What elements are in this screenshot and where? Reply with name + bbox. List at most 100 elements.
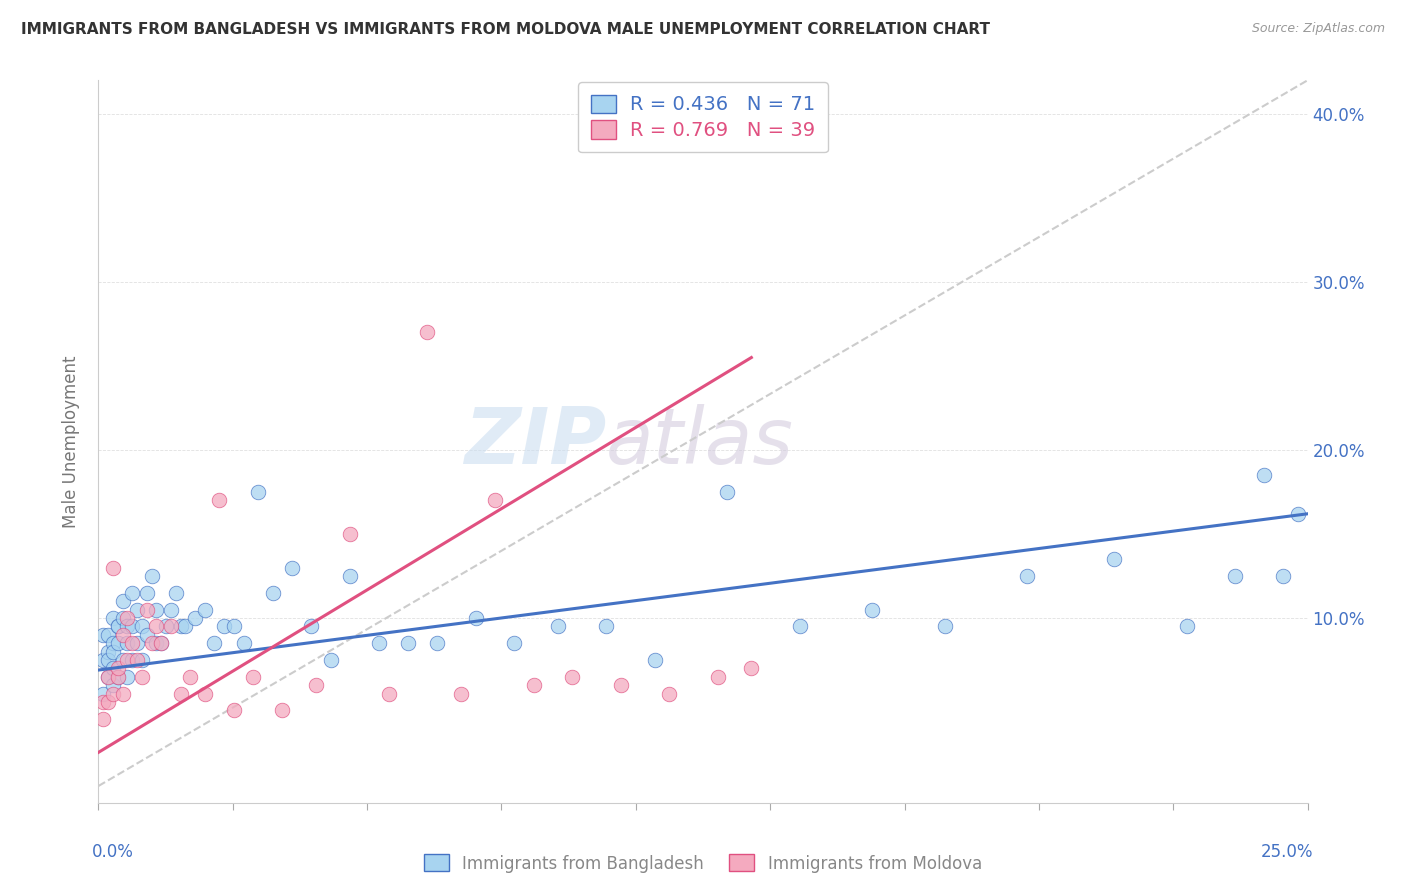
Point xyxy=(101,560,124,574)
Point xyxy=(644,653,666,667)
Point xyxy=(117,611,139,625)
Point xyxy=(107,670,129,684)
Point xyxy=(658,687,681,701)
Point xyxy=(561,670,583,684)
Point xyxy=(111,653,134,667)
Point xyxy=(1175,619,1198,633)
Point xyxy=(222,619,245,633)
Point xyxy=(97,628,120,642)
Point xyxy=(377,687,399,701)
Point xyxy=(339,527,361,541)
Point xyxy=(150,636,173,650)
Point xyxy=(101,678,124,692)
Point xyxy=(426,636,449,650)
Point xyxy=(212,619,235,633)
Point xyxy=(107,670,129,684)
Point xyxy=(135,602,157,616)
Text: atlas: atlas xyxy=(606,403,794,480)
Point xyxy=(135,586,157,600)
Point xyxy=(141,636,163,650)
Text: IMMIGRANTS FROM BANGLADESH VS IMMIGRANTS FROM MOLDOVA MALE UNEMPLOYMENT CORRELAT: IMMIGRANTS FROM BANGLADESH VS IMMIGRANTS… xyxy=(21,22,990,37)
Point xyxy=(934,619,956,633)
Point xyxy=(1223,569,1246,583)
Point xyxy=(169,687,191,701)
Point xyxy=(97,670,120,684)
Point xyxy=(169,619,191,633)
Point xyxy=(271,703,294,717)
Point xyxy=(121,636,143,650)
Point xyxy=(91,687,114,701)
Point xyxy=(595,619,617,633)
Point xyxy=(319,653,342,667)
Point xyxy=(740,661,762,675)
Point xyxy=(91,695,114,709)
Point xyxy=(121,653,143,667)
Point xyxy=(131,670,153,684)
Point xyxy=(111,628,134,642)
Point xyxy=(107,619,129,633)
Point xyxy=(117,653,139,667)
Point xyxy=(165,586,187,600)
Point xyxy=(117,619,139,633)
Point xyxy=(111,611,134,625)
Point xyxy=(101,687,124,701)
Point xyxy=(101,661,124,675)
Point xyxy=(97,653,120,667)
Point xyxy=(547,619,569,633)
Point xyxy=(503,636,526,650)
Point xyxy=(101,644,124,658)
Point xyxy=(281,560,304,574)
Point xyxy=(107,619,129,633)
Point xyxy=(706,670,728,684)
Point xyxy=(91,712,114,726)
Point xyxy=(208,493,231,508)
Point xyxy=(97,695,120,709)
Point xyxy=(111,687,134,701)
Point xyxy=(1015,569,1038,583)
Point xyxy=(184,611,207,625)
Point xyxy=(1253,468,1275,483)
Text: ZIP: ZIP xyxy=(464,403,606,480)
Legend: Immigrants from Bangladesh, Immigrants from Moldova: Immigrants from Bangladesh, Immigrants f… xyxy=(418,847,988,880)
Point xyxy=(1286,507,1309,521)
Point xyxy=(464,611,486,625)
Point xyxy=(127,636,149,650)
Point xyxy=(91,653,114,667)
Text: 0.0%: 0.0% xyxy=(93,843,134,861)
Point xyxy=(1102,552,1125,566)
Point xyxy=(117,636,139,650)
Point xyxy=(127,653,149,667)
Point xyxy=(141,569,163,583)
Point xyxy=(111,594,134,608)
Point xyxy=(179,670,201,684)
Point xyxy=(789,619,811,633)
Point xyxy=(368,636,391,650)
Point xyxy=(450,687,472,701)
Point xyxy=(121,586,143,600)
Legend: R = 0.436   N = 71, R = 0.769   N = 39: R = 0.436 N = 71, R = 0.769 N = 39 xyxy=(578,82,828,153)
Point xyxy=(155,619,177,633)
Point xyxy=(107,636,129,650)
Point xyxy=(305,678,328,692)
Point xyxy=(262,586,284,600)
Point xyxy=(150,636,173,650)
Text: Source: ZipAtlas.com: Source: ZipAtlas.com xyxy=(1251,22,1385,36)
Point xyxy=(222,703,245,717)
Point xyxy=(117,670,139,684)
Point xyxy=(194,602,217,616)
Point xyxy=(716,485,738,500)
Point xyxy=(135,628,157,642)
Point xyxy=(232,636,254,650)
Point xyxy=(174,619,197,633)
Point xyxy=(160,602,183,616)
Point xyxy=(194,687,217,701)
Point xyxy=(610,678,633,692)
Point xyxy=(121,619,143,633)
Point xyxy=(97,644,120,658)
Y-axis label: Male Unemployment: Male Unemployment xyxy=(62,355,80,528)
Point xyxy=(242,670,264,684)
Point xyxy=(160,619,183,633)
Point xyxy=(484,493,506,508)
Point xyxy=(97,670,120,684)
Point xyxy=(145,602,167,616)
